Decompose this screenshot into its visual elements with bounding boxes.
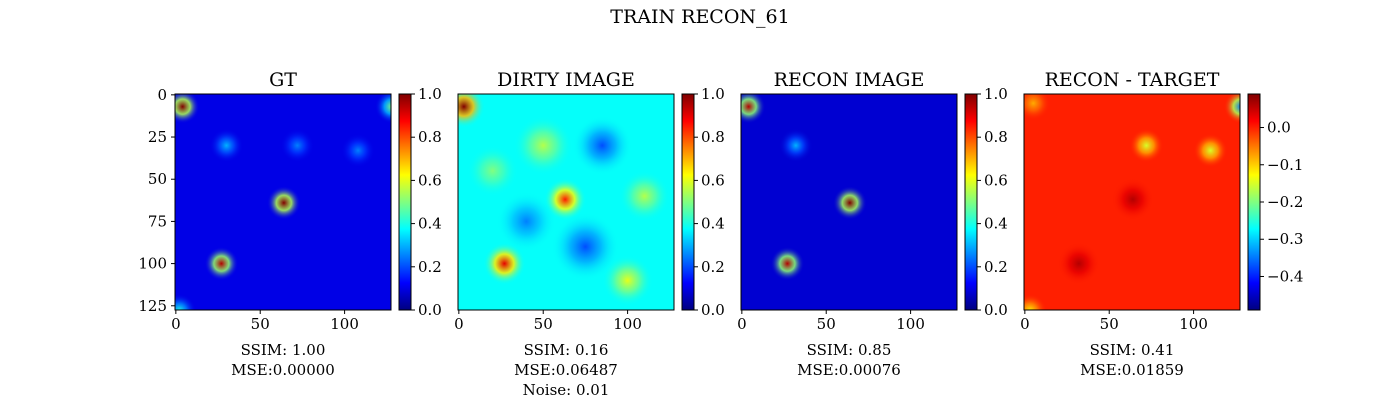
x-tick-label: 100 [896, 315, 925, 333]
source [175, 293, 197, 310]
colorbar-tick-label: 0.0 [701, 301, 725, 319]
source [1057, 242, 1100, 285]
colorbar-tick-label: 0.6 [701, 171, 725, 189]
source [374, 94, 391, 124]
axes-frame [1023, 93, 1241, 311]
source [483, 242, 526, 285]
image [458, 94, 674, 310]
colorbar-tick-label: −0.2 [1267, 193, 1303, 211]
caption: MSE:0.01859 [1080, 361, 1184, 379]
x-tick-label: 100 [1179, 315, 1208, 333]
source [341, 133, 375, 168]
colorbar-tick-label: 0.8 [984, 128, 1008, 146]
colorbar-tick-label: 0.6 [984, 171, 1008, 189]
x-tick-label: 0 [171, 315, 181, 333]
source [572, 115, 632, 175]
x-tick-label: 0 [454, 315, 464, 333]
source [741, 94, 766, 124]
colorbar-tick-label: 0.6 [418, 171, 442, 189]
source [551, 212, 620, 281]
source [204, 246, 239, 281]
x-tick-label: 100 [330, 315, 359, 333]
y-tick-label: 0 [157, 86, 167, 104]
caption: SSIM: 0.85 [807, 341, 892, 359]
source [1111, 178, 1154, 221]
source [1223, 94, 1240, 124]
caption: MSE:0.00000 [231, 361, 335, 379]
x-tick-label: 50 [251, 315, 270, 333]
caption: SSIM: 0.41 [1090, 341, 1175, 359]
x-tick-label: 50 [534, 315, 553, 333]
panel-title: RECON - TARGET [1045, 69, 1220, 91]
colorbar [1247, 93, 1261, 311]
source [266, 185, 301, 220]
colorbar-tick-label: 0.2 [701, 258, 725, 276]
image [175, 94, 391, 310]
source [778, 128, 813, 163]
caption: MSE:0.00076 [797, 361, 901, 379]
source [1193, 133, 1228, 168]
x-tick-label: 100 [613, 315, 642, 333]
y-tick-label: 100 [138, 255, 167, 273]
colorbar-tick-label: 1.0 [701, 85, 725, 103]
colorbar-tick-label: 0.8 [418, 128, 442, 146]
y-tick-label: 25 [148, 128, 167, 146]
colorbar-tick-label: 0.2 [984, 258, 1008, 276]
axes-frame [740, 93, 958, 311]
source [513, 115, 573, 175]
x-tick-label: 50 [1100, 315, 1119, 333]
colorbar-tick-label: 0.4 [701, 215, 725, 233]
source [1024, 94, 1051, 121]
source [832, 185, 867, 220]
source [467, 145, 518, 197]
x-tick-label: 0 [737, 315, 747, 333]
colorbar-tick-label: 1.0 [984, 85, 1008, 103]
axes-frame [174, 93, 392, 311]
y-tick-label: 50 [148, 170, 167, 188]
colorbar-tick-label: 0.0 [984, 301, 1008, 319]
panel-title: GT [269, 69, 297, 91]
axes-frame [457, 93, 675, 311]
image [741, 94, 957, 310]
colorbar-tick-label: 0.8 [701, 128, 725, 146]
colorbar [964, 93, 978, 311]
caption: MSE:0.06487 [514, 361, 618, 379]
caption: SSIM: 1.00 [241, 341, 326, 359]
y-tick-label: 75 [148, 212, 167, 230]
source [770, 246, 805, 281]
colorbar-tick-label: −0.3 [1267, 230, 1303, 248]
colorbar-tick-label: 0.4 [418, 215, 442, 233]
x-tick-label: 0 [1020, 315, 1030, 333]
figure-title: TRAIN RECON_61 [610, 6, 789, 28]
colorbar-tick-label: 0.2 [418, 258, 442, 276]
y-tick-label: 125 [138, 297, 167, 315]
source [544, 178, 587, 221]
x-tick-label: 50 [817, 315, 836, 333]
colorbar-tick-label: 0.0 [1267, 119, 1291, 137]
source [458, 94, 485, 128]
colorbar [681, 93, 695, 311]
panel-title: RECON IMAGE [774, 69, 925, 91]
source [496, 191, 556, 251]
source [175, 94, 200, 124]
panel-title: DIRTY IMAGE [497, 69, 635, 91]
colorbar-tick-label: −0.4 [1267, 267, 1303, 285]
image [1024, 94, 1240, 310]
source [602, 255, 653, 306]
source [209, 128, 244, 163]
source [619, 170, 670, 222]
caption: SSIM: 0.16 [524, 341, 609, 359]
colorbar-tick-label: 0.4 [984, 215, 1008, 233]
caption: Noise: 0.01 [523, 381, 610, 399]
colorbar-tick-label: 1.0 [418, 85, 442, 103]
source [1024, 293, 1047, 310]
colorbar [398, 93, 412, 311]
source [280, 128, 315, 163]
source [1129, 128, 1164, 163]
colorbar-tick-label: 0.0 [418, 301, 442, 319]
colorbar-tick-label: −0.1 [1267, 156, 1303, 174]
